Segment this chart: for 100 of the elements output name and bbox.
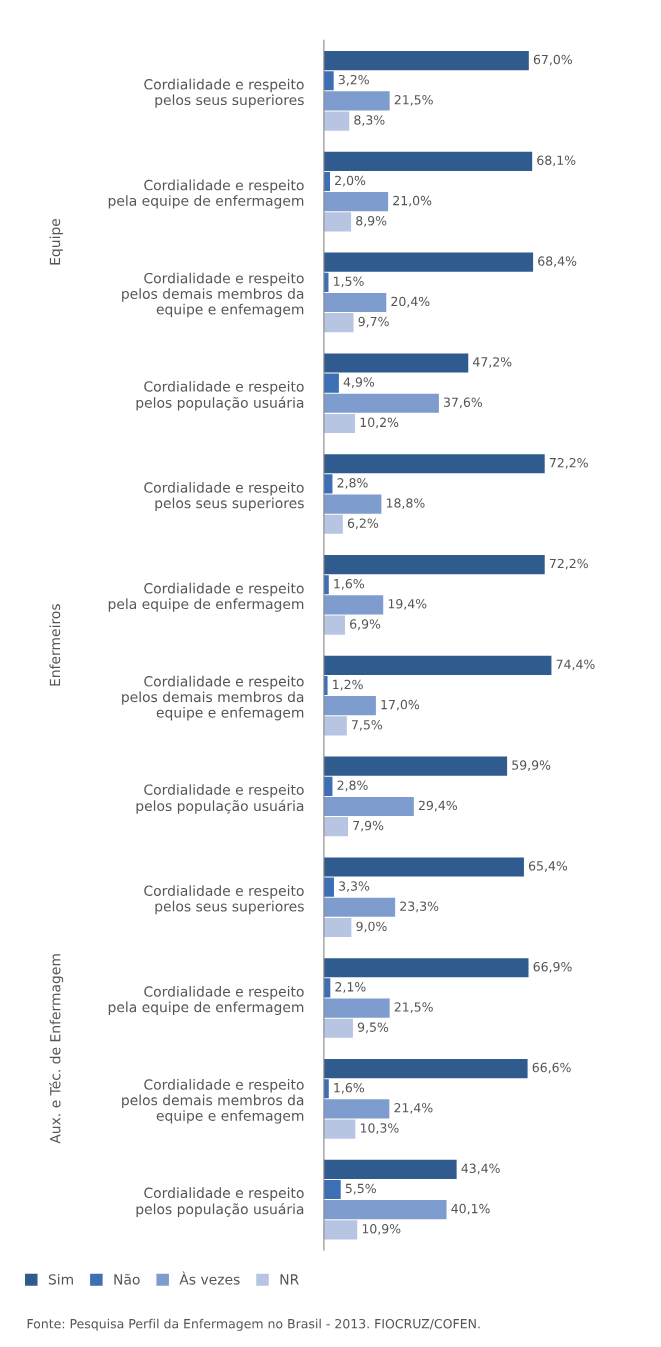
- data-label: 1,6%: [334, 1082, 365, 1094]
- data-label: 6,2%: [347, 518, 379, 530]
- y-tick-label: Cordialidade e respeito pela equipe de enfermagem: [108, 582, 304, 612]
- bar: [323, 353, 469, 373]
- data-label: 7,9%: [353, 820, 384, 832]
- data-label: 6,9%: [350, 619, 381, 630]
- data-label: 18,8%: [386, 498, 425, 509]
- bar: [323, 756, 508, 776]
- legend-label: NR: [280, 1274, 299, 1285]
- bar: [323, 252, 534, 272]
- bar: [323, 796, 414, 817]
- bar: [323, 1119, 356, 1139]
- bar: [323, 393, 439, 413]
- data-label: 2,8%: [337, 478, 368, 489]
- data-label: 72,2%: [549, 457, 588, 469]
- data-label: 72,2%: [549, 558, 588, 570]
- bar: [323, 373, 339, 393]
- y-tick-label: Cordialidade e respeito pelos demais membros da equipe e enfemagem: [122, 272, 304, 318]
- bar: [323, 494, 382, 514]
- y-tick-label: Cordialidade e respeito pelos demais membros da equipe e enfemagem: [122, 675, 304, 721]
- bar: [323, 71, 334, 91]
- legend-label: Às vezes: [179, 1271, 240, 1285]
- data-label: 5,5%: [345, 1183, 376, 1195]
- bar: [323, 857, 524, 877]
- data-label: 4,9%: [343, 377, 375, 389]
- bar: [323, 817, 349, 837]
- data-label: 68,1%: [537, 155, 576, 167]
- data-label: 21,4%: [394, 1103, 433, 1114]
- y-tick-label: Cordialidade e respeito pelos seus superiores: [144, 885, 304, 915]
- data-label: 17,0%: [381, 699, 420, 711]
- bar: [323, 958, 529, 978]
- y-tick-label: Cordialidade e respeito pela equipe de enfermagem: [108, 986, 304, 1016]
- data-label: 9,0%: [356, 921, 387, 933]
- bar: [323, 555, 545, 575]
- bar: [323, 151, 533, 171]
- y-tick-label: Cordialidade e respeito pelos população usuária: [136, 380, 304, 411]
- data-label: 2,8%: [337, 780, 368, 792]
- legend-label: Sim: [48, 1273, 73, 1285]
- legend-label: Não: [114, 1273, 140, 1285]
- bar: [323, 696, 376, 716]
- data-label: 2,0%: [335, 175, 366, 187]
- data-label: 68,4%: [538, 256, 577, 268]
- bar: [323, 111, 350, 131]
- text: Equipe: [49, 218, 63, 265]
- data-label: 9,5%: [357, 1022, 389, 1034]
- data-label: 47,2%: [473, 357, 512, 368]
- y-tick-label: Cordialidade e respeito pelos população usuária: [136, 1187, 304, 1217]
- y-tick-label: Cordialidade e respeito pelos demais membros da equipe e enfemagem: [122, 1079, 304, 1124]
- data-label: 21,0%: [393, 195, 432, 207]
- y-tick-label: Cordialidade e respeito pelos população usuária: [136, 784, 304, 814]
- bar: [323, 1018, 353, 1038]
- text: Enfermeiros: [49, 604, 61, 686]
- bar: [323, 91, 390, 111]
- data-label: 65,4%: [528, 861, 568, 872]
- bar: [323, 716, 347, 736]
- bar: [323, 212, 352, 232]
- data-label: 66,6%: [532, 1062, 571, 1074]
- data-label: 37,6%: [444, 397, 483, 409]
- bar: [323, 1099, 390, 1119]
- bar: [323, 1179, 341, 1200]
- data-label: 19,4%: [388, 599, 427, 610]
- bar: [323, 514, 343, 534]
- bar: [323, 615, 345, 635]
- data-label: 74,4%: [556, 659, 595, 671]
- bar: [323, 50, 529, 71]
- data-label: 10,9%: [362, 1224, 401, 1235]
- data-label: 40,1%: [451, 1203, 490, 1215]
- bar: [323, 413, 356, 434]
- bar: [323, 1059, 528, 1079]
- text: Aux. e Téc. de Enfermagem: [49, 954, 64, 1144]
- data-label: 1,6%: [334, 578, 365, 590]
- data-label: 29,4%: [418, 800, 457, 812]
- data-label: 59,9%: [512, 760, 551, 772]
- bar: [323, 655, 552, 675]
- data-label: 21,5%: [394, 1002, 433, 1013]
- data-label: 9,7%: [358, 316, 389, 328]
- bar: [323, 292, 387, 313]
- data-label: 1,2%: [333, 679, 363, 691]
- y-tick-label: Cordialidade e respeito pelos seus superiores: [144, 482, 304, 512]
- data-label: 3,3%: [339, 881, 370, 893]
- bar: [323, 192, 389, 212]
- data-label: 2,1%: [335, 982, 366, 993]
- data-label: 10,3%: [360, 1123, 399, 1134]
- data-label: 20,4%: [391, 296, 430, 308]
- data-label: 8,3%: [354, 115, 385, 126]
- source-note: Fonte: Pesquisa Perfil da Enfermagem no Brasil - 2013. FIOCRUZ/COFEN.: [27, 1318, 480, 1331]
- data-label: 66,9%: [533, 961, 572, 973]
- bar: [323, 1200, 447, 1220]
- data-label: 43,4%: [461, 1163, 500, 1175]
- bar: [323, 917, 352, 938]
- data-label: 10,2%: [360, 417, 399, 429]
- data-label: 7,5%: [352, 720, 383, 731]
- bar: [323, 313, 354, 333]
- y-tick-label: Cordialidade e respeito pela equipe de enfermagem: [108, 179, 304, 209]
- y-tick-label: Cordialidade e respeito pelos seus superiores: [144, 78, 304, 108]
- bar: [323, 454, 545, 474]
- data-label: 23,3%: [400, 901, 439, 913]
- bar: [323, 595, 384, 615]
- bar: [323, 1159, 457, 1179]
- data-label: 8,9%: [356, 216, 387, 227]
